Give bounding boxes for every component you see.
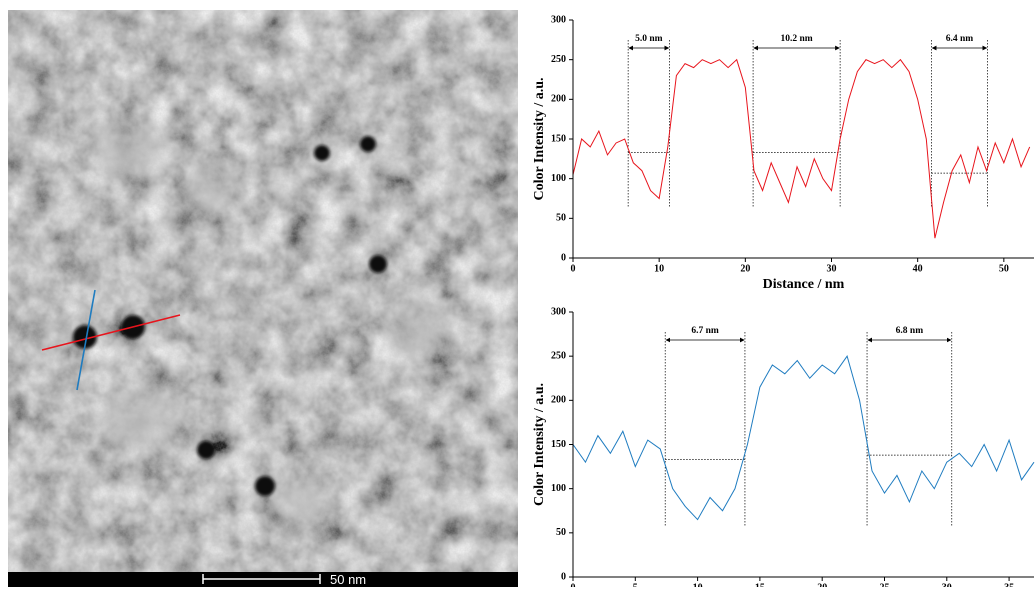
x-tick-label: 25 [879,582,889,587]
x-tick-label: 40 [913,263,923,274]
annotation-label: 6.7 nm [691,326,719,336]
y-tick-label: 300 [551,14,566,25]
x-tick-label: 0 [571,263,576,274]
annotation-label: 5.0 nm [635,34,663,44]
x-tick-label: 15 [755,582,765,587]
y-tick-label: 250 [551,350,566,361]
y-tick-label: 50 [556,527,566,538]
y-tick-label: 150 [551,439,566,450]
y-tick-label: 100 [551,483,566,494]
annotation-label: 6.4 nm [946,34,974,44]
chart: 5.0 nm 10.2 nm 6.4 nm 0 50 100 150 200 250 300 0 10… [532,14,1034,292]
data-line [573,356,1034,519]
x-tick-label: 0 [571,582,576,587]
y-tick-label: 0 [561,252,566,263]
x-tick-label: 10 [693,582,703,587]
y-axis-title: Color Intensity / a.u. [532,383,547,506]
x-tick-label: 50 [999,263,1009,274]
x-tick-label: 5 [633,582,638,587]
x-tick-label: 20 [740,263,750,274]
y-tick-label: 250 [551,54,566,65]
y-tick-label: 50 [556,213,566,224]
x-tick-label: 30 [827,263,837,274]
y-tick-label: 300 [551,306,566,317]
x-tick-label: 10 [654,263,664,274]
x-axis-title: Distance / nm [763,277,845,292]
y-tick-label: 0 [561,571,566,582]
annotation-label: 6.8 nm [896,326,924,336]
annotation-label: 10.2 nm [781,34,813,44]
figure: 50 nm 5.0 nm10.2 nm6.4 nm050100150200250… [0,0,1035,587]
y-tick-label: 150 [551,133,566,144]
x-tick-label: 30 [942,582,952,587]
y-axis-title: Color Intensity / a.u. [532,77,547,200]
chart: 6.7 nm 6.8 nm 0 50 100 150 200 250 300 0 5 10 15 20 25… [532,306,1034,587]
micrograph: 50 nm [8,10,518,587]
y-tick-label: 200 [551,395,566,406]
y-tick-label: 100 [551,173,566,184]
y-tick-label: 200 [551,94,566,105]
x-tick-label: 35 [1004,582,1014,587]
data-line [573,60,1030,239]
x-tick-label: 20 [817,582,827,587]
scale-bar-label: 50 nm [330,572,366,587]
